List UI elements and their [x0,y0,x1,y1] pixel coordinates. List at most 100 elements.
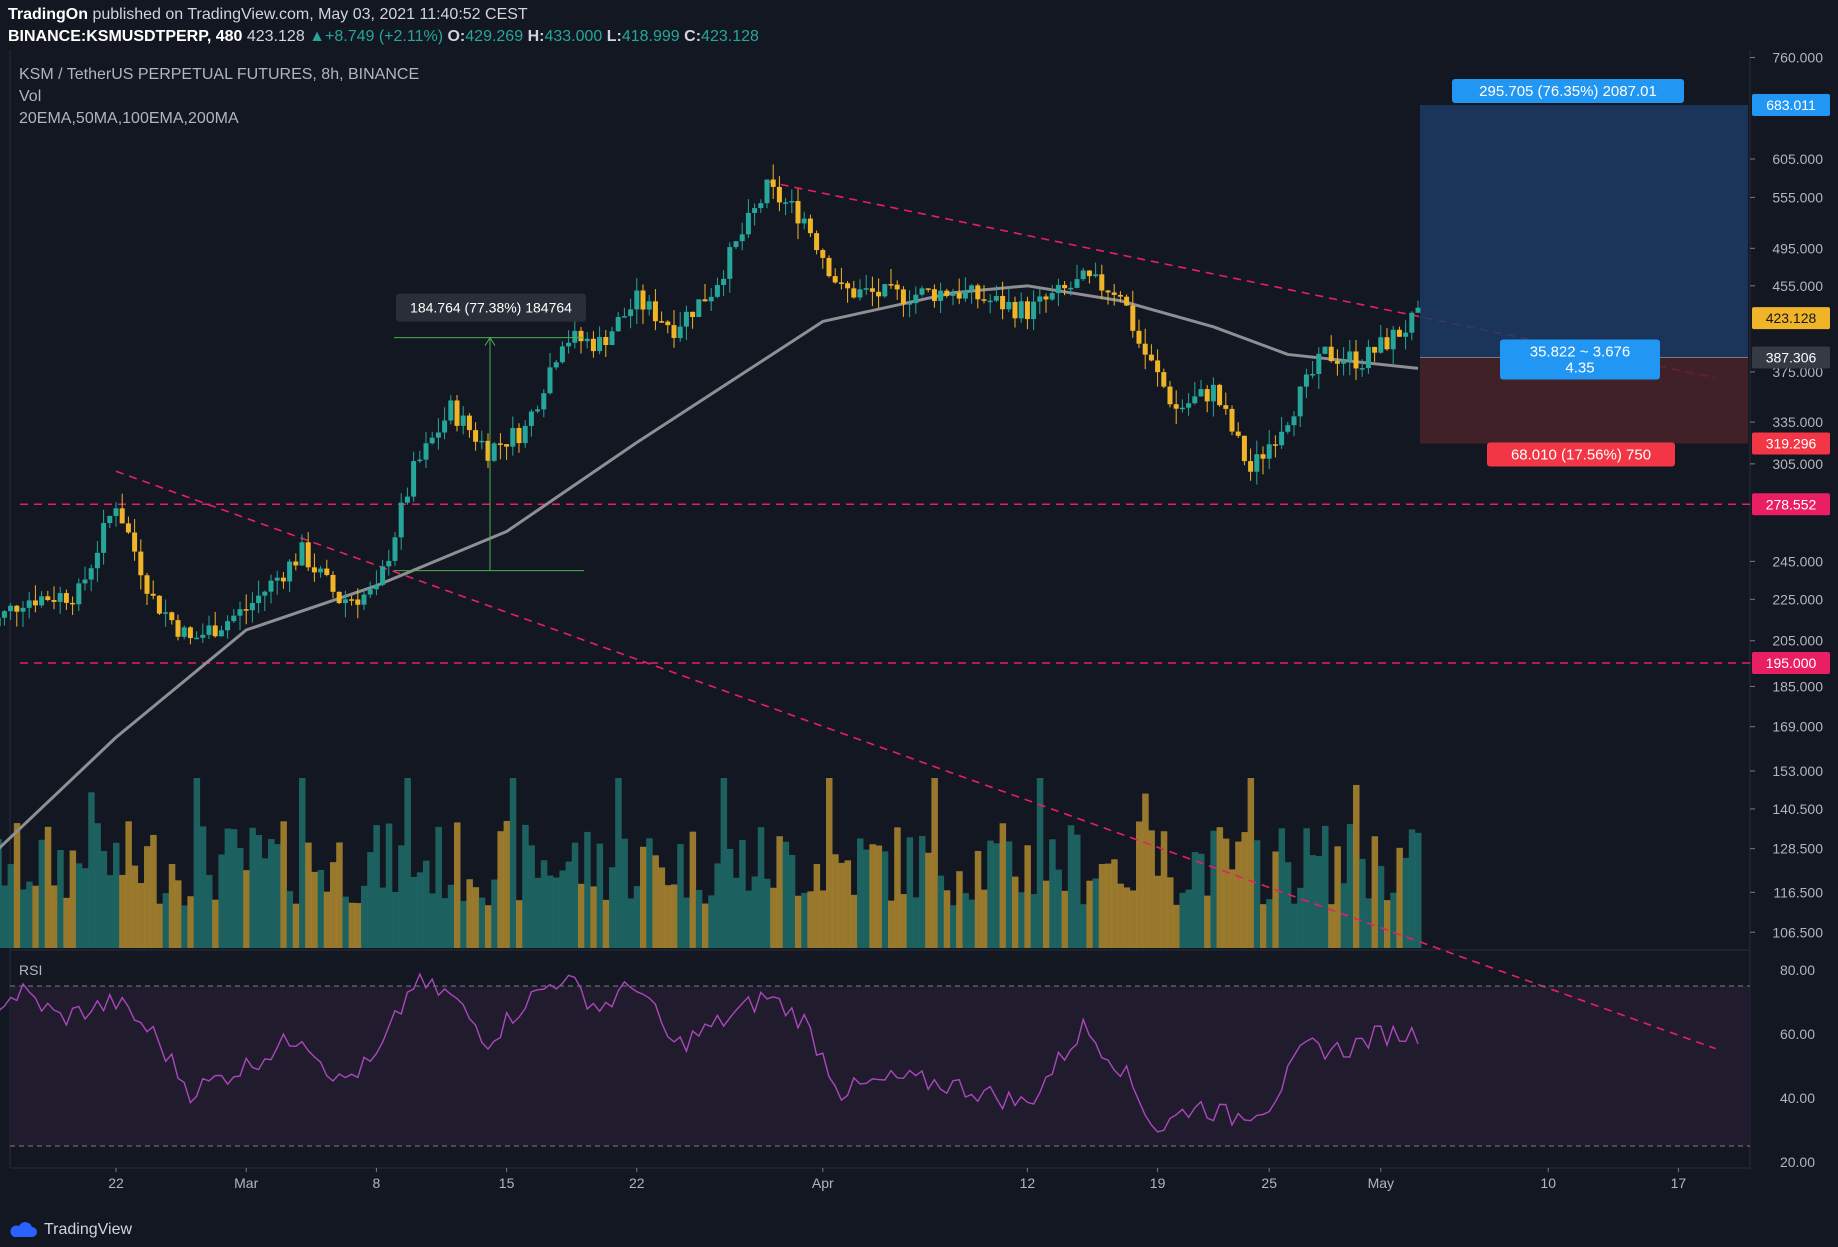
volume-bar [144,846,151,948]
volume-bar [1111,859,1118,948]
volume-bar [950,905,957,948]
ma-legend[interactable]: 20EMA,50MA,100EMA,200MA [19,110,239,127]
candle [659,321,665,323]
price-tag-label: 195.000 [1766,655,1817,671]
time-tick-label: 15 [499,1175,515,1191]
volume-bar [1049,839,1056,948]
candle [516,428,522,444]
volume-bar [708,895,715,948]
open-label: O: [447,28,466,45]
candle [138,551,144,576]
volume-bar [881,851,889,948]
candle [1018,301,1024,319]
candle [1062,284,1068,289]
volume-bar [249,827,256,948]
candle [404,496,410,503]
rsi-axis[interactable]: 80.00 60.00 40.00 20.00 [1780,962,1815,1170]
volume-bar [423,860,430,948]
volume-bar [82,868,89,948]
candle [640,290,646,310]
volume-bar [1396,847,1403,948]
volume-bar [931,778,938,948]
volume-bar [1074,834,1081,948]
candle [541,393,547,410]
measure-tool[interactable]: 184.764 (77.38%) 184764 [394,293,586,572]
volume-bar [342,896,349,948]
candle [597,336,603,352]
price-tick-label: 185.000 [1772,678,1823,694]
candle [820,250,826,258]
rsi-legend[interactable]: RSI [19,962,43,978]
volume-bar [1340,883,1348,948]
candle [1012,302,1018,319]
candle [175,620,181,637]
volume-bar [621,838,628,948]
volume-bar [206,874,213,948]
volume-bar [292,903,300,948]
candle [1316,353,1322,374]
candle [528,411,534,426]
volume-bar [218,854,225,948]
candle [1297,386,1303,417]
volume-bar [925,852,932,948]
volume-bar [1235,841,1242,948]
volume-bar [943,890,951,948]
volume-bar [454,822,461,948]
target-zone [1420,105,1748,358]
price-tag-label: 683.011 [1766,97,1816,113]
volume-bar [385,823,393,948]
candle [119,508,125,524]
volume-bar [1222,838,1230,948]
volume-bar [7,864,15,948]
volume-bar [1092,878,1100,948]
price-tick-label: 760.000 [1772,49,1823,65]
volume-bar [875,845,883,948]
candle [169,612,175,621]
target-label-text: 295.705 (76.35%) 2087.01 [1479,83,1657,100]
volume-legend[interactable]: Vol [19,88,42,105]
volume-bar [863,849,870,948]
volume-bar [584,831,591,948]
candle [615,316,621,332]
price-tick-label: 495.000 [1772,240,1823,256]
volume-bar [912,897,920,948]
candle [714,285,720,297]
candle [1204,389,1210,402]
position-tool[interactable]: 295.705 (76.35%) 2087.01 68.010 (17.56%) … [1420,79,1748,467]
volume-bar [757,827,765,948]
time-axis[interactable]: 22 Mar 8 15 22 Apr 12 19 25 May 10 17 [108,1168,1686,1191]
low-label: L: [606,28,622,45]
tradingview-watermark[interactable]: TradingView [8,1221,132,1239]
volume-bar [528,845,535,948]
candle [1372,346,1378,353]
volume-bar [13,823,21,948]
candle [510,428,516,447]
candle [349,599,355,601]
price-axis[interactable]: 760.000605.000555.000495.000455.000375.0… [1750,49,1823,940]
volume-bar [844,860,852,948]
symbol-label[interactable]: BINANCE:KSMUSDTPERP, 480 [8,28,243,45]
candle [646,301,652,310]
price-tick-label: 106.500 [1772,924,1823,940]
volume-bar [1334,846,1341,948]
volume-bar [125,821,132,948]
volume-bar [919,836,926,948]
volume-bar [1043,880,1050,948]
price-tags: 683.011 423.128 387.306 319.296 278.552 195.0… [1752,94,1830,674]
candle [0,617,1,627]
candle [1099,274,1105,291]
rsi-line [0,972,1419,1133]
publisher-name[interactable]: TradingOn [8,6,88,23]
candle [32,600,38,606]
volume-bar [150,834,157,948]
series-legend[interactable]: KSM / TetherUS PERPETUAL FUTURES, 8h, BI… [19,66,420,83]
candle [113,508,119,516]
candle [1341,360,1347,364]
candle [361,594,367,605]
high-label: H: [527,28,545,45]
candle [826,257,832,277]
candle [882,284,888,297]
candle [1043,296,1049,300]
price-tag [1752,307,1830,330]
